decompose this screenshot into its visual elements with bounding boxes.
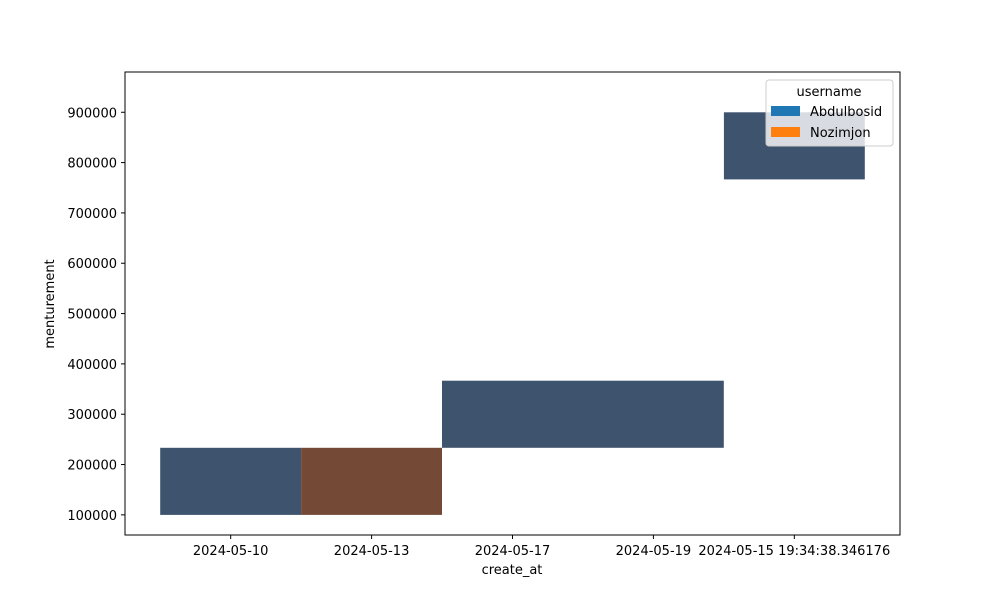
y-tick-label: 500000 xyxy=(67,308,117,323)
y-tick-label: 300000 xyxy=(67,408,117,423)
legend-swatch-nozimjon xyxy=(771,127,800,137)
y-tick-label: 800000 xyxy=(67,157,117,172)
legend-swatch-abdulbosid xyxy=(771,106,800,116)
x-axis-label: create_at xyxy=(482,563,543,578)
legend-label-abdulbosid: Abdulbosid xyxy=(810,105,882,120)
y-tick-label: 700000 xyxy=(67,207,117,222)
y-tick-label: 200000 xyxy=(67,459,117,474)
x-tick-label: 2024-05-10 xyxy=(193,544,269,559)
legend-title: username xyxy=(797,85,862,100)
y-tick-label: 400000 xyxy=(67,358,117,373)
y-tick-label: 600000 xyxy=(67,257,117,272)
x-axis: 2024-05-10 2024-05-13 2024-05-17 2024-05-19… xyxy=(193,535,890,559)
x-tick-label: 2024-05-13 xyxy=(334,544,410,559)
legend-label-nozimjon: Nozimjon xyxy=(810,126,871,141)
heatmap-cell-0 xyxy=(160,447,302,515)
legend: username Abdulbosid Nozimjon xyxy=(765,79,894,147)
x-tick-label: 2024-05-17 xyxy=(475,544,551,559)
heatmap-cell-1 xyxy=(301,447,442,515)
y-axis: 100000 200000 300000 400000 500000 600000 7000… xyxy=(67,106,125,524)
y-tick-label: 100000 xyxy=(67,509,117,524)
cells-layer xyxy=(160,112,865,515)
x-tick-label: 2024-05-15 19:34:38.346176 xyxy=(698,544,890,559)
y-tick-label: 900000 xyxy=(67,106,117,121)
heatmap-cell-2 xyxy=(442,380,724,448)
x-tick-label: 2024-05-19 xyxy=(616,544,692,559)
y-axis-label: menturement xyxy=(43,259,58,348)
